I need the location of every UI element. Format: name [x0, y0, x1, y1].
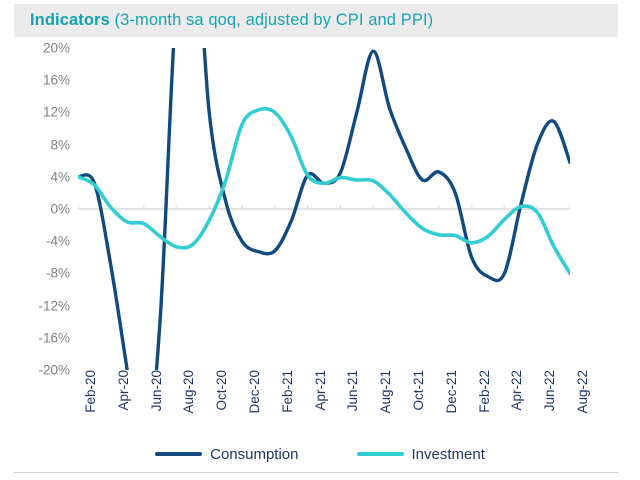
line-investment — [78, 106, 570, 276]
x-tick-label: Aug-20 — [181, 370, 197, 414]
y-tick-label: 0% — [50, 201, 70, 217]
y-tick-label: -16% — [38, 330, 70, 346]
x-tick-label: Oct-20 — [214, 370, 230, 411]
x-tick-label: Apr-21 — [312, 370, 328, 411]
x-tick-label: Apr-22 — [509, 370, 525, 411]
x-tick-label: Dec-20 — [247, 370, 262, 414]
x-axis: Feb-20 Apr-20 Jun-20 Aug-20 Oct-20 Dec-20 Feb-… — [78, 370, 590, 440]
legend-label-investment: Investment — [411, 445, 485, 463]
gridlines-group — [78, 205, 570, 210]
y-tick-label: 16% — [42, 72, 70, 88]
y-tick-label: 8% — [50, 137, 70, 153]
x-tick-label: Feb-21 — [279, 370, 295, 413]
x-tick-label: Apr-20 — [115, 370, 131, 411]
line-chart-svg — [78, 48, 570, 370]
chart-header-bar: Indicators (3-month sa qoq, adjusted by … — [14, 4, 618, 37]
y-tick-label: 4% — [50, 169, 70, 185]
title-strong: Indicators — [30, 11, 110, 29]
chart-legend: Consumption Investment — [0, 440, 640, 468]
footer-divider — [14, 472, 618, 473]
chart-container: 20% 16% 12% 8% 4% 0% -4% -8% -12% -16% -20% Feb-20… — [0, 40, 640, 440]
legend-item-investment: Investment — [356, 445, 485, 463]
y-axis: 20% 16% 12% 8% 4% 0% -4% -8% -12% -16% -20% — [12, 40, 70, 440]
legend-item-consumption: Consumption — [155, 445, 299, 463]
x-tick-label: Jun-20 — [148, 370, 164, 412]
line-consumption — [78, 48, 570, 370]
x-tick-label: Aug-21 — [378, 370, 394, 414]
x-tick-label: Feb-20 — [83, 370, 98, 413]
legend-label-consumption: Consumption — [210, 445, 299, 463]
plot-area — [78, 48, 570, 370]
y-tick-label: -12% — [38, 298, 70, 314]
y-tick-label: -4% — [45, 233, 70, 249]
legend-swatch-investment — [356, 452, 404, 456]
x-tick-label: Dec-21 — [443, 370, 459, 414]
y-tick-label: -8% — [45, 265, 70, 281]
y-tick-label: 20% — [42, 40, 70, 56]
y-tick-label: 12% — [42, 104, 70, 120]
legend-swatch-consumption — [155, 452, 203, 456]
x-tick-label: Feb-22 — [476, 370, 492, 413]
x-tick-label: Jun-21 — [345, 370, 361, 412]
y-tick-label: -20% — [38, 362, 70, 378]
x-tick-label: Oct-21 — [411, 370, 426, 411]
x-tick-label: Aug-22 — [575, 370, 590, 414]
x-tick-label: Jun-22 — [542, 370, 558, 412]
page-title: Indicators (3-month sa qoq, adjusted by … — [14, 11, 433, 30]
title-subtitle: (3-month sa qoq, adjusted by CPI and PPI… — [114, 11, 434, 29]
